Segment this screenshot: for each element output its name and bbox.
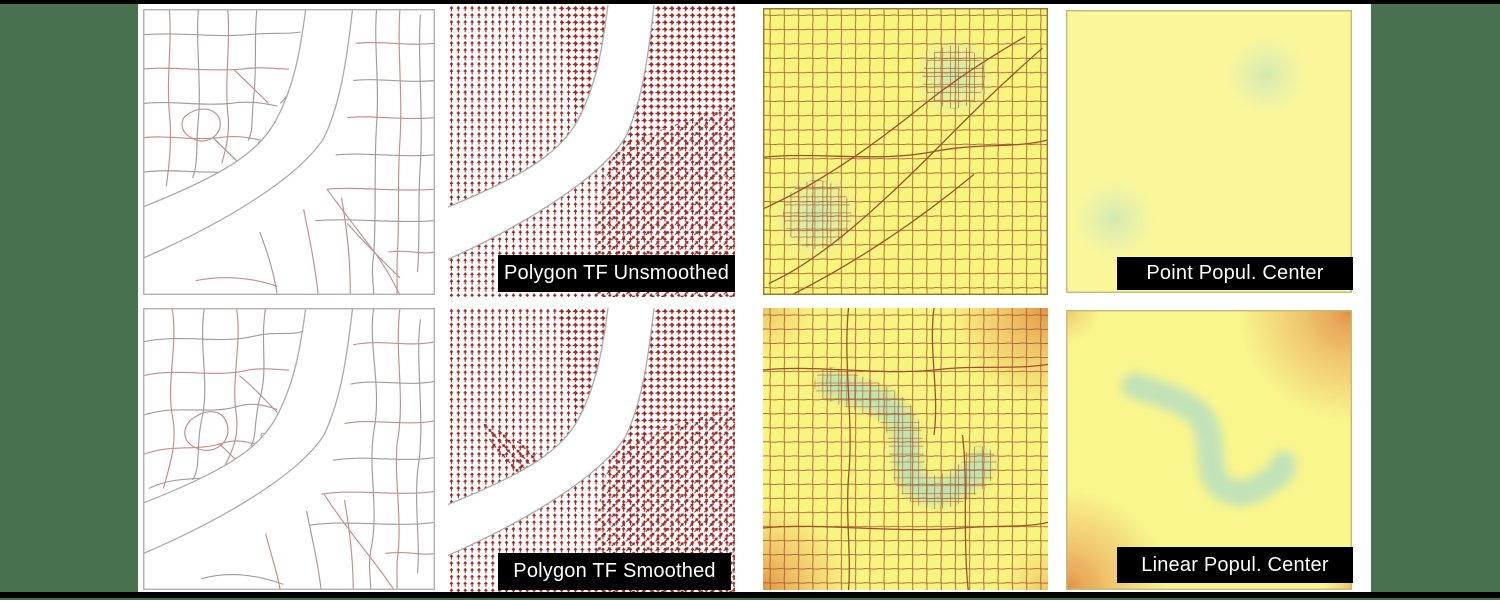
panel-label-point-popul-center: Point Popul. Center bbox=[1117, 257, 1353, 290]
panel-label-tensor-unsmoothed: Polygon TF Unsmoothed bbox=[498, 255, 735, 292]
top-black-rule bbox=[0, 0, 1500, 4]
tensor-field-map bbox=[448, 308, 735, 592]
density-orange-corner bbox=[1306, 310, 1352, 355]
panel-linear-population-density bbox=[1066, 310, 1352, 590]
panel-label-linear-popul-center: Linear Popul. Center bbox=[1117, 547, 1353, 583]
diagonal-glyph-field bbox=[595, 105, 735, 297]
panel-border bbox=[143, 9, 435, 295]
panel-street-network-unsmoothed bbox=[143, 9, 435, 295]
arterial-roads bbox=[763, 308, 1048, 590]
dense-street-grid bbox=[782, 180, 852, 250]
panel-border bbox=[1066, 310, 1352, 590]
arterial-roads bbox=[763, 36, 1048, 295]
panel-street-network-smoothed bbox=[143, 308, 435, 590]
density-orange-corner bbox=[1066, 550, 1107, 590]
bottom-black-rule bbox=[0, 592, 1500, 598]
population-density-map bbox=[1066, 10, 1352, 293]
diagonal-glyph-field bbox=[595, 405, 735, 592]
street-grid bbox=[763, 8, 1048, 295]
panel-generated-network-linear bbox=[763, 308, 1048, 590]
generated-street-map bbox=[763, 8, 1048, 295]
panel-tensor-field-unsmoothed bbox=[448, 5, 735, 297]
panel-border bbox=[143, 308, 435, 590]
point-density-blob bbox=[1226, 35, 1307, 115]
street-network-map bbox=[143, 308, 435, 590]
dense-street-grid bbox=[922, 45, 986, 109]
panel-border bbox=[1066, 10, 1352, 293]
tensor-field-map bbox=[448, 5, 735, 297]
panel-tensor-field-smoothed bbox=[448, 308, 735, 592]
panel-point-population-density bbox=[1066, 10, 1352, 293]
panel-border bbox=[763, 8, 1048, 295]
panel-generated-network-point bbox=[763, 8, 1048, 295]
panel-label-tensor-smoothed: Polygon TF Smoothed bbox=[498, 553, 731, 590]
street-network-map bbox=[143, 9, 435, 295]
density-orange-corner bbox=[1066, 310, 1101, 344]
generated-street-map bbox=[763, 308, 1048, 590]
population-density-map bbox=[1066, 310, 1352, 590]
point-density-blob bbox=[1074, 179, 1155, 260]
